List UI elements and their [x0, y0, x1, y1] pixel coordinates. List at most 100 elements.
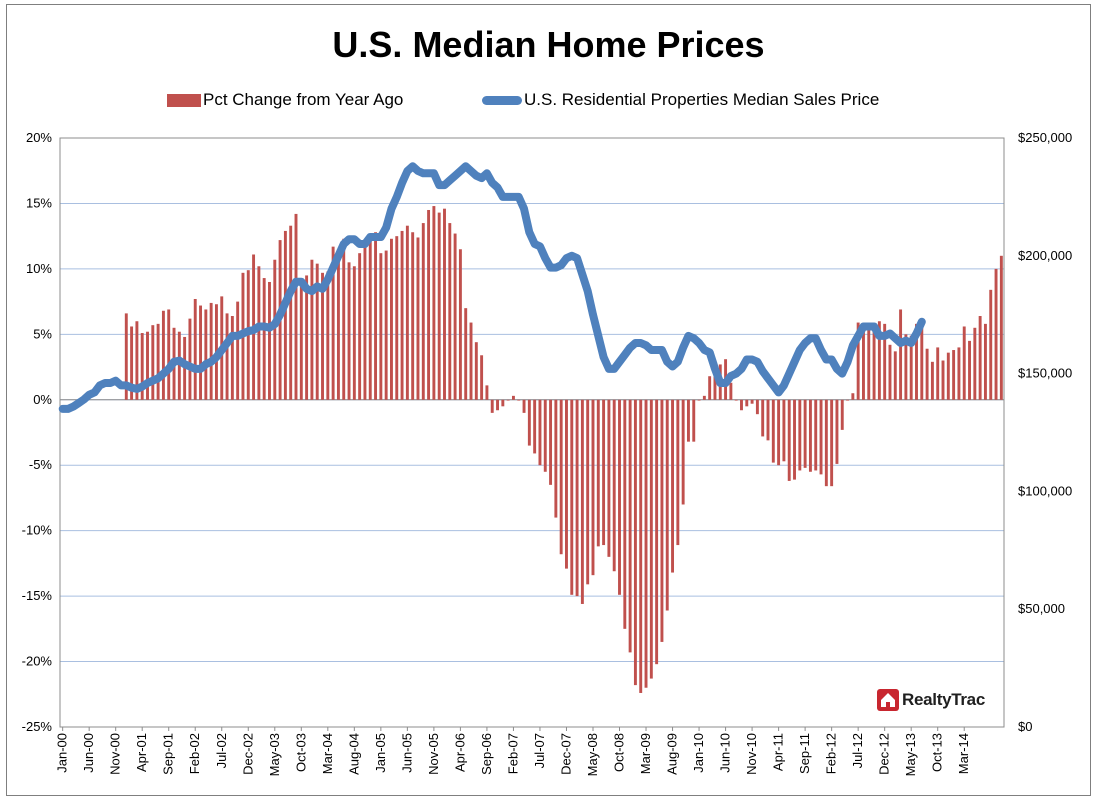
bar: [686, 399, 690, 442]
bar: [607, 399, 611, 557]
x-tick-label: Feb-02: [187, 733, 202, 774]
bar: [893, 351, 897, 400]
y-left-tick-label: -15%: [22, 588, 53, 603]
y-left-tick-label: 5%: [33, 326, 52, 341]
bar: [814, 399, 818, 471]
y-right-tick-label: $250,000: [1018, 130, 1072, 145]
x-tick-label: Jun-10: [718, 733, 733, 773]
bar: [888, 344, 892, 400]
bar: [458, 249, 462, 400]
bar: [384, 250, 388, 400]
bar: [363, 246, 367, 400]
bar: [336, 249, 340, 400]
bar: [294, 213, 298, 400]
x-tick-label: Sep-11: [797, 733, 812, 774]
bar: [580, 399, 584, 604]
bar: [639, 399, 643, 693]
bar: [745, 399, 749, 407]
bar: [326, 271, 330, 400]
bar: [999, 255, 1003, 400]
bar: [432, 206, 436, 400]
bar: [130, 326, 134, 400]
bar: [649, 399, 653, 679]
bar: [952, 350, 956, 400]
x-tick-label: Apr-11: [771, 733, 786, 771]
x-tick-label: Jan-05: [373, 733, 388, 773]
bar: [151, 325, 155, 400]
bar: [527, 399, 531, 446]
bar: [835, 399, 839, 464]
bar: [713, 369, 717, 400]
bar: [655, 399, 659, 665]
x-tick-label: Jan-10: [691, 733, 706, 773]
bar: [443, 208, 446, 400]
bar: [554, 399, 558, 518]
bar: [305, 275, 309, 400]
bar: [289, 225, 293, 400]
y-right-tick-label: $100,000: [1018, 483, 1072, 498]
y-right-tick-label: $200,000: [1018, 248, 1072, 263]
bar: [957, 347, 961, 400]
bar: [872, 323, 876, 400]
bar: [352, 266, 356, 400]
bar: [628, 399, 632, 653]
bar: [480, 355, 484, 400]
bar: [299, 279, 303, 400]
x-tick-label: Oct-13: [930, 733, 945, 772]
bar: [490, 399, 494, 413]
bar: [750, 399, 754, 404]
bar: [846, 399, 850, 401]
x-tick-label: Jan-00: [55, 733, 70, 773]
x-tick-label: Sep-06: [479, 733, 494, 775]
y-left-tick-label: 0%: [33, 392, 52, 407]
bar: [787, 399, 791, 481]
x-tick-label: Dec-07: [559, 733, 574, 775]
bar: [941, 360, 945, 400]
logo-text: RealtyTrac: [902, 690, 985, 709]
bar: [347, 262, 351, 400]
y-left-tick-label: -10%: [22, 523, 53, 538]
bar: [676, 399, 680, 546]
bar: [273, 259, 277, 400]
bar: [856, 322, 860, 400]
bar: [591, 399, 595, 576]
x-tick-label: May-03: [267, 733, 282, 776]
chart-legend: Pct Change from Year Ago U.S. Residentia…: [0, 90, 1097, 114]
bar: [973, 327, 977, 400]
house-icon: [877, 689, 899, 711]
bar: [570, 399, 574, 595]
bar: [321, 272, 324, 400]
y-right-tick-label: $0: [1018, 719, 1032, 734]
bar: [766, 399, 770, 441]
x-tick-label: Jun-00: [81, 733, 96, 773]
bar: [782, 399, 786, 462]
bar: [925, 348, 929, 400]
bar: [315, 263, 319, 400]
bar: [962, 326, 966, 400]
bar: [681, 399, 685, 505]
bar: [188, 318, 192, 400]
bar: [135, 321, 139, 400]
x-tick-label: Nov-00: [108, 733, 123, 775]
bar: [808, 399, 812, 472]
bar: [193, 298, 197, 400]
bar: [538, 399, 542, 466]
bar: [994, 268, 998, 400]
bar: [989, 289, 993, 400]
x-tick-label: Mar-04: [320, 733, 335, 774]
bar: [390, 238, 393, 400]
bar: [342, 238, 346, 400]
bar: [565, 399, 568, 569]
x-tick-label: Mar-14: [956, 733, 971, 774]
bar: [665, 399, 669, 611]
bar: [633, 399, 637, 686]
bar: [156, 323, 160, 400]
bar: [448, 223, 452, 400]
bar: [416, 237, 420, 400]
x-tick-label: Mar-09: [638, 733, 653, 774]
bar: [983, 323, 987, 400]
bar: [602, 399, 606, 546]
y-left-tick-label: -25%: [22, 719, 53, 734]
bar: [660, 399, 664, 642]
